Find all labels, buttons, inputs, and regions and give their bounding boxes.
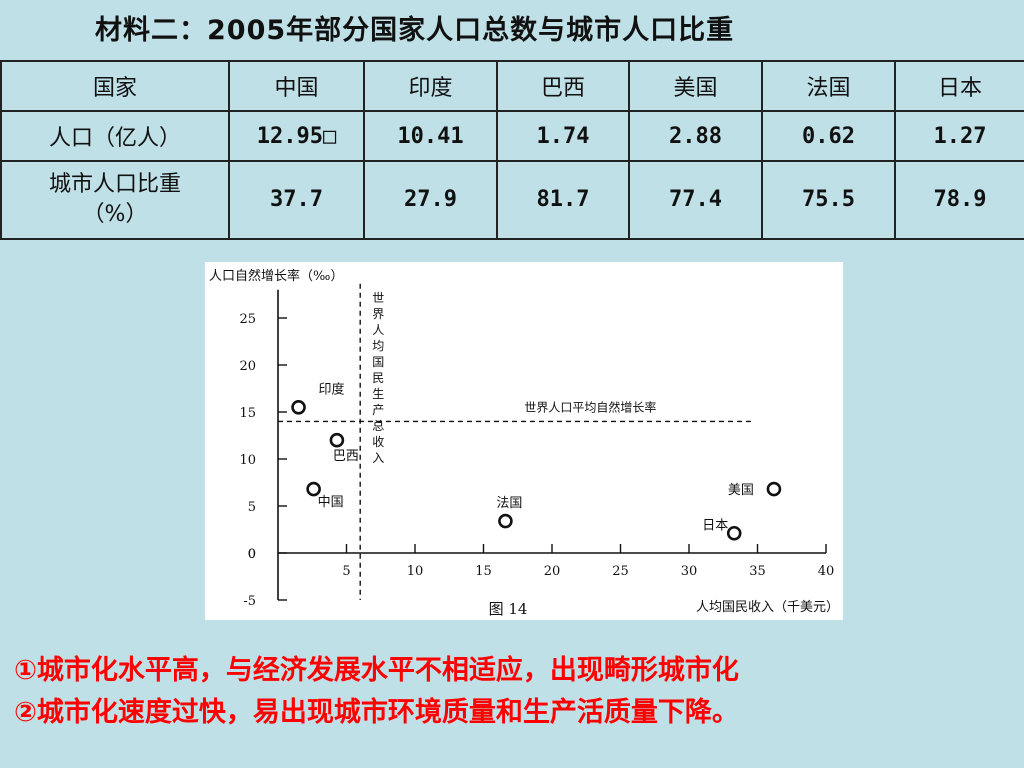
data-point-label: 巴西 [333, 449, 359, 464]
x-tick-label: 5 [342, 564, 350, 579]
y-tick-label: 25 [239, 312, 256, 327]
table-cell: 12.95□ [228, 110, 365, 162]
table-cell: 10.41 [363, 110, 498, 162]
x-tick-label: 40 [818, 564, 835, 579]
row-label: 城市人口比重 （%） [0, 160, 230, 240]
data-point-marker [726, 525, 742, 541]
header-cell: 中国 [228, 60, 365, 112]
x-tick-label: 10 [407, 564, 424, 579]
y-tick-label: 15 [239, 406, 256, 421]
vertical-reference-label-char: 总 [372, 419, 384, 433]
data-point-marker [291, 400, 306, 415]
y-tick-label: -5 [243, 594, 256, 609]
vertical-reference-label-char: 界 [372, 307, 384, 321]
vertical-reference-label-char: 均 [372, 339, 384, 353]
x-tick-label: 15 [475, 564, 492, 579]
data-point-marker [498, 513, 513, 529]
x-tick-label: 25 [612, 564, 629, 579]
vertical-reference-label-char: 人 [372, 323, 384, 337]
vertical-reference-label-char: 国 [372, 355, 384, 369]
table-cell: 2.88 [628, 110, 763, 162]
table-header-row: 国家 中国 印度 巴西 美国 法国 日本 [0, 60, 1024, 112]
table-cell: 0.62 [761, 110, 896, 162]
table-row: 人口（亿人） 12.95□ 10.41 1.74 2.88 0.62 1.27 [0, 110, 1024, 162]
data-point-label: 美国 [728, 483, 754, 498]
vertical-reference-label-char: 收 [372, 435, 384, 449]
table-cell: 1.27 [894, 110, 1024, 162]
y-tick-label: 20 [239, 359, 256, 374]
vertical-reference-label-char: 入 [372, 451, 384, 465]
data-point-label: 法国 [496, 496, 522, 511]
y-tick-label: 0 [248, 547, 256, 562]
data-point-label: 印度 [319, 381, 345, 397]
table-cell: 37.7 [228, 160, 365, 240]
y-tick-label: 5 [248, 500, 256, 515]
vertical-reference-label-char: 民 [372, 371, 384, 385]
y-tick-label: 0 [248, 547, 256, 562]
table-cell: 78.9 [894, 160, 1024, 240]
table-cell: 27.9 [363, 160, 498, 240]
page-title: 材料二：2005年部分国家人口总数与城市人口比重 [95, 15, 735, 46]
row-label: 人口（亿人） [0, 110, 230, 162]
x-tick-label: 30 [681, 564, 698, 579]
vertical-reference-label-char: 生 [372, 387, 384, 401]
header-cell: 巴西 [496, 60, 630, 112]
notes-block: ①城市化水平高，与经济发展水平不相适应，出现畸形城市化 ②城市化速度过快，易出现… [14, 650, 739, 734]
population-table: 国家 中国 印度 巴西 美国 法国 日本 人口（亿人） 12.95□ 10.41… [0, 60, 1024, 240]
data-point-label: 中国 [318, 495, 344, 510]
header-cell: 日本 [894, 60, 1024, 112]
row-label-line: 城市人口比重 [48, 172, 181, 197]
scatter-chart: 人口自然增长率（‰） 人均国民收入（千美元） 图 14 -5 0 5 10 15 20 25… [209, 268, 839, 618]
horizontal-reference-label: 世界人口平均自然增长率 [524, 399, 656, 414]
vertical-reference-label-char: 产 [372, 403, 384, 417]
y-axis-label: 人口自然增长率（‰） [209, 268, 343, 284]
x-axis-label: 人均国民收入（千美元） [696, 600, 839, 615]
scatter-chart-panel: 人口自然增长率（‰） 人均国民收入（千美元） 图 14 -5 0 5 10 15 20 25… [205, 262, 843, 620]
y-tick-label: 10 [239, 453, 256, 468]
data-point-label: 日本 [702, 518, 728, 533]
header-cell: 国家 [0, 60, 230, 112]
data-point-marker [329, 432, 345, 448]
data-point-marker [766, 481, 782, 497]
table-cell: 75.5 [761, 160, 896, 240]
x-tick-label: 20 [544, 564, 561, 579]
row-label-line: （%） [82, 202, 148, 227]
note-line: ①城市化水平高，与经济发展水平不相适应，出现畸形城市化 [14, 655, 739, 686]
table-cell: 81.7 [496, 160, 630, 240]
table-cell: 77.4 [628, 160, 763, 240]
note-line: ②城市化速度过快，易出现城市环境质量和生产活质量下降。 [14, 697, 739, 728]
header-cell: 美国 [628, 60, 763, 112]
chart-caption: 图 14 [489, 600, 528, 618]
data-point-marker [306, 481, 321, 497]
table-row: 城市人口比重 （%） 37.7 27.9 81.7 77.4 75.5 78.9 [0, 160, 1024, 240]
table-cell: 1.74 [496, 110, 630, 162]
x-tick-label: 35 [749, 564, 766, 579]
header-cell: 印度 [363, 60, 498, 112]
vertical-reference-label-char: 世 [372, 291, 384, 305]
header-cell: 法国 [761, 60, 896, 112]
